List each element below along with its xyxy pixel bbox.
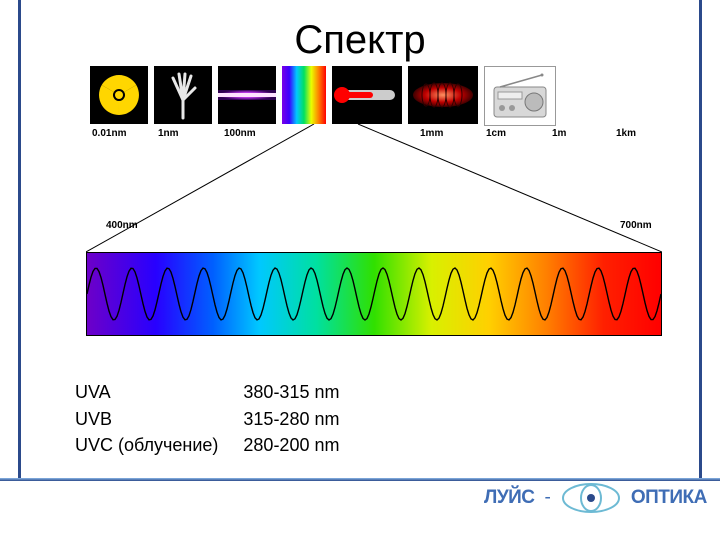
brand-logo: ЛУЙС - ОПТИКА <box>484 476 694 520</box>
spectrum-wave <box>87 253 661 335</box>
projection-lines <box>86 124 662 254</box>
logo-text-left: ЛУЙС <box>484 487 535 509</box>
logo-text-right: ОПТИКА <box>631 487 707 509</box>
thermometer-icon <box>332 66 402 124</box>
visible-high-label: 700nm <box>620 220 652 231</box>
radio-icon <box>484 66 556 126</box>
visible-spectrum-icon <box>282 66 326 124</box>
uv-row: UVC (облучение) 280-200 nm <box>74 433 361 458</box>
uv-row: UVA380-315 nm <box>74 380 361 405</box>
radiation-icon <box>90 66 148 124</box>
ir-coil-icon <box>408 66 478 124</box>
spectrum-icons-row <box>90 66 650 124</box>
uv-ranges-table: UVA380-315 nm UVB315-280 nm UVC (облучен… <box>72 378 363 460</box>
page-title: Спектр <box>0 18 720 63</box>
visible-low-label: 400nm <box>106 220 138 231</box>
eye-icon <box>561 481 621 515</box>
visible-spectrum-band <box>86 252 662 336</box>
xray-hand-icon <box>154 66 212 124</box>
uv-glow-icon <box>218 66 276 124</box>
uv-row: UVB315-280 nm <box>74 407 361 432</box>
frame-line-left <box>18 0 21 478</box>
frame-line-right <box>699 0 702 478</box>
